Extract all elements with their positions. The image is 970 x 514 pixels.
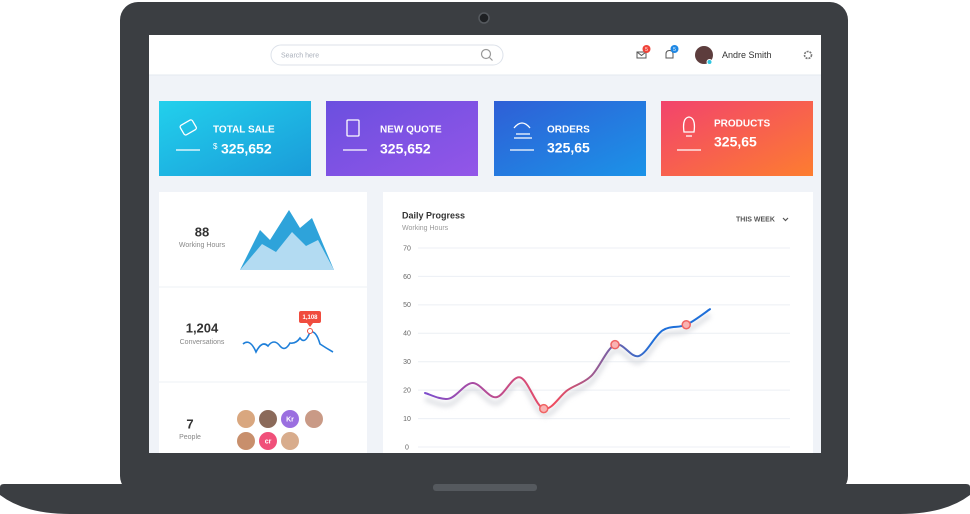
camera	[478, 12, 490, 24]
y-tick-label: 30	[403, 359, 411, 366]
bell-icon[interactable]	[665, 49, 674, 59]
sparkline	[242, 330, 334, 354]
highlight-point	[539, 403, 549, 414]
online-dot	[706, 59, 713, 65]
stat-card[interactable]	[661, 101, 813, 176]
period-selector[interactable]: THIS WEEK	[736, 216, 775, 223]
summary-value: 88	[195, 224, 209, 239]
summary-value: 1,204	[186, 320, 219, 335]
quote-icon	[346, 119, 360, 137]
card-icons	[176, 116, 701, 151]
person-avatar[interactable]	[281, 432, 299, 450]
callout-arrow	[307, 323, 313, 327]
summary-label: Working Hours	[179, 242, 226, 249]
y-tick-label: 40	[403, 331, 411, 338]
mail-icon-flap	[636, 51, 647, 57]
stat-card[interactable]	[326, 101, 478, 176]
summary-label: People	[179, 434, 201, 441]
y-tick-label: 60	[403, 274, 411, 281]
card-label: ORDERS	[547, 125, 590, 136]
search-icon-handle	[489, 57, 493, 61]
summary-label: Conversations	[180, 339, 225, 346]
person-avatar[interactable]	[237, 410, 255, 428]
avatar-initials: cr	[265, 438, 272, 445]
search-icon[interactable]	[480, 48, 492, 60]
card-value: 325,65	[547, 140, 590, 156]
mail-badge	[642, 45, 651, 53]
user-name[interactable]: Andre Smith	[722, 50, 772, 60]
search-placeholder: Search here	[281, 52, 319, 59]
products-icon	[682, 116, 696, 137]
highlight-point	[681, 320, 691, 330]
y-tick-label: 20	[403, 387, 411, 394]
y-tick-label: 0	[405, 444, 409, 451]
plot-area: 0 10 20 30 40 50 60 70	[403, 245, 790, 451]
card-value: 325,652	[380, 141, 431, 157]
chart-title: Daily Progress	[402, 210, 465, 220]
card-value: 325,65	[714, 134, 757, 150]
notch	[433, 484, 537, 491]
mountain-front	[240, 232, 334, 270]
progress-line	[424, 308, 711, 410]
card-value: 325,652	[221, 141, 272, 157]
person-avatar[interactable]	[281, 410, 299, 428]
callout-box	[299, 311, 321, 323]
summary-value: 7	[186, 416, 193, 431]
money-icon	[179, 119, 197, 136]
avatar-initials: Kr	[286, 416, 294, 423]
bell-badge	[670, 45, 679, 53]
person-avatar[interactable]	[237, 432, 255, 450]
y-tick-label: 10	[403, 416, 411, 423]
chart-panel	[383, 192, 813, 453]
callout-label: 1,108	[302, 315, 318, 321]
mail-icon[interactable]	[636, 51, 647, 59]
card-label: NEW QUOTE	[380, 125, 442, 136]
line-shadow	[424, 313, 712, 418]
highlight-point	[610, 339, 620, 350]
mail-badge-count: 5	[645, 47, 648, 53]
person-avatar[interactable]	[259, 432, 277, 450]
card-currency: $	[213, 142, 218, 151]
y-tick-label: 50	[403, 302, 411, 309]
callout-point	[307, 328, 313, 334]
orders-icon	[513, 122, 532, 139]
bell-badge-count: 5	[673, 47, 676, 53]
person-avatar[interactable]	[305, 410, 323, 428]
card-label: TOTAL SALE	[213, 125, 275, 136]
y-tick-label: 70	[403, 245, 411, 252]
search-box[interactable]	[270, 44, 504, 66]
base	[0, 484, 970, 514]
chart-subtitle: Working Hours	[402, 225, 449, 232]
settings-icon[interactable]	[803, 50, 813, 60]
dropdown-chevron	[782, 217, 789, 222]
stat-card[interactable]	[159, 101, 311, 176]
person-avatar[interactable]	[259, 410, 277, 428]
card-label: PRODUCTS	[714, 119, 770, 130]
